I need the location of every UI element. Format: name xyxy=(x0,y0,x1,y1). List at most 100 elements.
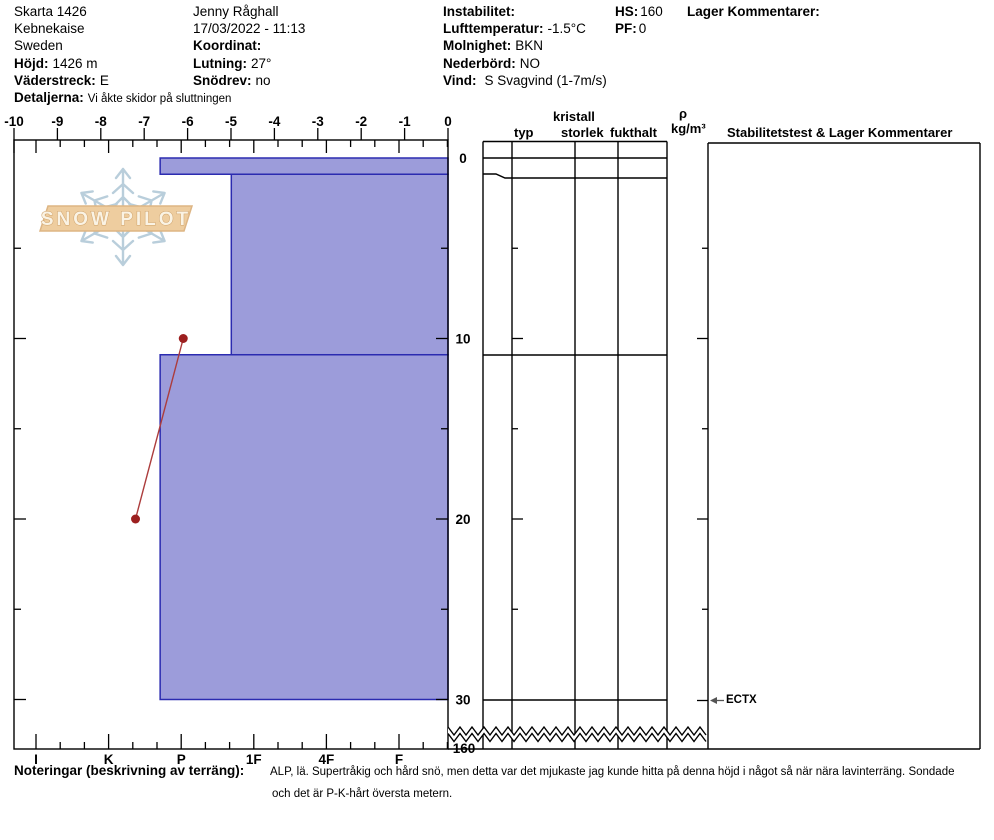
notes-line-1: ALP, lä. Supertråkig och hård snö, men d… xyxy=(270,766,955,778)
sky-cover-label: Molnighet: xyxy=(443,38,512,54)
hs-label: HS: xyxy=(615,4,639,19)
details-row: Detaljerna: Vi åkte skidor på sluttningen xyxy=(14,89,231,106)
mountain-range: Kebnekaise xyxy=(14,21,85,37)
column-header-moisture: fukthalt xyxy=(610,125,657,140)
depth-axis-label: 30 xyxy=(455,693,470,708)
sky-cover-row: Molnighet: BKN xyxy=(443,37,607,54)
table-row-line-layer1 xyxy=(483,173,667,179)
elevation-label: Höjd: xyxy=(14,55,49,71)
precipitation-row: Nederbörd: NO xyxy=(443,55,607,72)
hardness-axis-label: P xyxy=(177,752,186,767)
precipitation-value: NO xyxy=(519,55,541,71)
temperature-point xyxy=(178,334,188,343)
depth-break-band xyxy=(448,727,706,742)
temp-axis-label: -1 xyxy=(399,114,411,129)
wind-label: Vind: xyxy=(443,72,477,88)
temp-axis-label: -7 xyxy=(138,114,150,129)
hardness-axis-label: 1F xyxy=(246,752,262,767)
air-temp-value: -1.5°C xyxy=(547,21,586,37)
wind-value: S Svagvind (1-7m/s) xyxy=(484,72,607,88)
header-location-block: Skarta 1426 Kebnekaise Sweden Höjd: 1426 … xyxy=(14,3,231,106)
stability-test-result-label: ECTX xyxy=(726,694,757,706)
temp-axis-label: -3 xyxy=(312,114,324,129)
layer-comments-header: Lager Kommentarer: xyxy=(687,4,820,19)
details-value: Vi åkte skidor på sluttningen xyxy=(87,92,232,105)
hs-row: HS: 160 xyxy=(615,3,663,20)
snow-layer-bar xyxy=(230,173,449,356)
air-temp-row: Lufttemperatur: -1.5°C xyxy=(443,20,607,37)
total-depth-label: 160 xyxy=(453,741,476,756)
coordinates-label: Koordinat: xyxy=(193,38,262,54)
column-header-size: storlek xyxy=(561,125,604,140)
stability-test-marks-group xyxy=(697,697,724,704)
logo-text: SNOW PILOT xyxy=(41,209,191,230)
hardness-axis-label: 4F xyxy=(319,752,335,767)
temp-axis-label: -8 xyxy=(95,114,107,129)
aspect-value: E xyxy=(99,72,109,88)
coordinates-row: Koordinat: xyxy=(193,37,305,54)
instability-row: Instabilitet: xyxy=(443,3,607,20)
instability-label: Instabilitet: xyxy=(443,4,516,19)
pit-name: Skarta 1426 xyxy=(14,4,87,19)
snowpilot-logo: SNOW PILOT xyxy=(38,167,194,267)
country: Sweden xyxy=(14,38,63,54)
elevation-row: Höjd: 1426 m xyxy=(14,55,231,72)
depth-axis-label: 0 xyxy=(459,151,467,166)
column-header-stability: Stabilitetstest & Lager Kommentarer xyxy=(727,125,953,140)
column-header-crystal: kristall xyxy=(553,109,595,124)
header-weather-block: Instabilitet: Lufttemperatur: -1.5°C Moln… xyxy=(443,3,607,89)
slope-angle-value: 27° xyxy=(250,55,272,71)
header-snowpack-block: HS: 160 PF: 0 xyxy=(615,3,663,37)
hardness-bars-group xyxy=(159,157,449,701)
temp-axis-label: -6 xyxy=(182,114,194,129)
depth-break-zigzag-top xyxy=(447,725,707,737)
column-header-type: typ xyxy=(514,125,534,140)
drifting-snow-label: Snödrev: xyxy=(193,72,252,88)
aspect-label: Väderstreck: xyxy=(14,72,96,88)
temp-axis-label: -5 xyxy=(225,114,237,129)
depth-axis-label: 20 xyxy=(455,512,470,527)
snow-layer-bar xyxy=(159,157,449,175)
temp-axis-label: 0 xyxy=(444,114,452,129)
temp-axis-label: -9 xyxy=(51,114,63,129)
slope-angle-label: Lutning: xyxy=(193,55,247,71)
drifting-snow-value: no xyxy=(255,72,271,88)
sky-cover-value: BKN xyxy=(515,38,543,54)
notes-line-2: och det är P-K-hårt översta metern. xyxy=(272,788,453,800)
notes-label: Noteringar (beskrivning av terräng): xyxy=(14,763,245,778)
depth-break-zigzag-bottom xyxy=(447,732,707,743)
air-temp-label: Lufttemperatur: xyxy=(443,21,544,37)
snowflake-arm xyxy=(111,167,135,211)
depth-break-group xyxy=(447,725,707,743)
hardness-axis-label: F xyxy=(395,752,403,767)
depth-axis-label: 10 xyxy=(455,332,470,347)
observer-name: Jenny Råghall xyxy=(193,4,279,19)
temperature-profile-group xyxy=(131,334,188,524)
wind-row: Vind: S Svagvind (1-7m/s) xyxy=(443,72,607,89)
hardness-axis-label: K xyxy=(104,752,114,767)
precipitation-label: Nederbörd: xyxy=(443,55,516,71)
temp-axis-label: -2 xyxy=(355,114,367,129)
temp-axis-label: -4 xyxy=(268,114,280,129)
snow-layer-bar xyxy=(159,353,449,701)
stability-test-arrowhead xyxy=(710,697,717,704)
aspect-row: Väderstreck: E xyxy=(14,72,231,89)
header-observer-block: Jenny Råghall 17/03/2022 - 11:13 Koordin… xyxy=(193,3,305,89)
snowflake-arm xyxy=(111,223,135,267)
pf-row: PF: 0 xyxy=(615,20,663,37)
axis-ticks-group xyxy=(13,128,708,749)
logo-banner xyxy=(38,205,194,232)
pf-label: PF: xyxy=(615,21,637,37)
temp-axis-label: -10 xyxy=(4,114,24,129)
column-header-density-symbol: ρ xyxy=(679,106,688,121)
hs-value: 160 xyxy=(640,4,663,19)
pf-value: 0 xyxy=(638,21,647,37)
slope-angle-row: Lutning: 27° xyxy=(193,55,305,72)
drifting-snow-row: Snödrev: no xyxy=(193,72,305,89)
temperature-point xyxy=(131,514,141,524)
temperature-line xyxy=(134,338,184,520)
details-label: Detaljerna: xyxy=(14,89,84,105)
grid-lines-group xyxy=(13,139,981,750)
